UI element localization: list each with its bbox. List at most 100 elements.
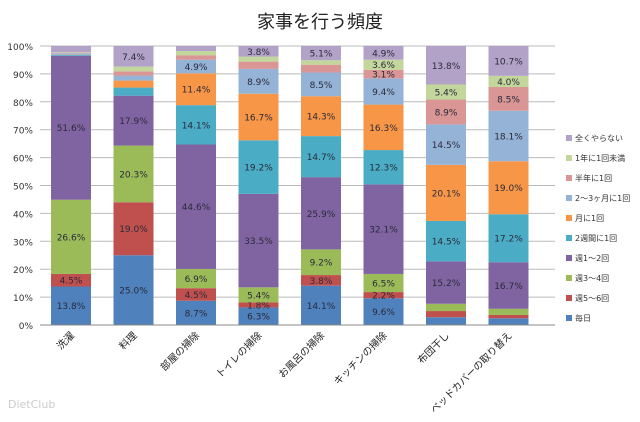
bar-segment [363,104,404,151]
bar-segment [51,54,91,56]
legend-swatch [566,195,572,201]
bar-segment [488,308,529,315]
x-tick-label: 料理 [116,329,139,352]
legend-label: 1年に1回未満 [575,153,625,163]
bar-segment [488,110,529,162]
bar-segment [488,46,529,76]
data-label: 13.8% [57,302,86,312]
y-tick-label: 90% [13,71,33,81]
legend-label: 週1～2回 [575,254,609,263]
bar-segment [113,87,154,96]
x-tick-label: 部屋の掃除 [158,329,203,374]
legend-label: 週5～6回 [575,294,609,303]
bar-segment [363,292,404,299]
bar-segment [238,93,279,141]
bar-segment [113,255,154,325]
bar-segment [51,52,91,54]
y-tick-label: 0% [19,322,34,332]
bar-segment [51,273,91,287]
bar-segment [488,318,529,325]
data-label: 14.3% [307,113,336,123]
bar-segment [488,314,529,319]
bar-segment [238,287,279,303]
y-tick-label: 40% [13,210,33,220]
bar-segment [238,140,279,194]
bar-segment [176,105,216,145]
bar-segment [176,51,216,56]
bar-segment [51,53,91,55]
bar-segment [301,64,341,73]
bar-segment [176,144,216,269]
data-label: 8.9% [435,108,458,118]
data-label: 19.0% [119,225,148,235]
bar-segment [363,59,404,70]
y-tick-label: 80% [13,99,33,109]
legend-label: 全くやらない [575,133,623,143]
data-label: 1.8% [247,301,270,311]
bar-segment [238,61,279,69]
bar-segment [363,78,404,105]
bar-segment [363,184,404,274]
data-label: 19.0% [494,184,523,194]
data-label: 18.1% [494,132,523,142]
bar-segment [426,164,466,221]
legend-label: 2週間に1回 [575,234,617,243]
legend-label: 半年に1回 [575,173,612,183]
bar-segment [113,80,154,88]
bar-segment [363,273,404,293]
legend-swatch [566,135,572,141]
bar-segment [176,46,216,52]
legend-swatch [566,315,572,321]
bar-segment [238,68,279,94]
data-label: 4.9% [185,63,208,73]
data-label: 4.5% [185,291,208,301]
data-label: 14.7% [307,153,336,163]
data-label: 44.6% [182,203,211,213]
data-label: 32.1% [369,226,398,236]
data-label: 6.9% [185,275,208,285]
legend-label: 2～3ヶ月に1回 [575,194,630,203]
data-label: 26.6% [57,233,86,243]
data-label: 3.6% [372,61,395,71]
data-label: 3.1% [372,71,395,81]
bar-segment [238,193,279,288]
data-label: 8.5% [310,81,333,91]
bar-segment [301,96,341,137]
y-tick-label: 70% [13,127,33,137]
y-tick-label: 100% [7,43,33,53]
bar-segment [176,59,216,74]
watermark: DietClub [8,398,56,411]
data-label: 14.1% [182,121,211,131]
data-label: 15.2% [432,279,461,289]
legend-swatch [566,295,572,301]
bar-segment [426,261,466,304]
bar-segment [301,275,341,286]
bar-segment [238,46,279,57]
y-tick-label: 20% [13,266,33,276]
legend-swatch [566,215,572,221]
data-label: 14.1% [307,302,336,312]
bar-segment [426,303,466,312]
bar-segment [176,73,216,106]
bar-segment [488,161,529,215]
bar-segment [488,214,529,263]
bar-segment [301,72,341,97]
data-label: 51.6% [57,124,86,134]
bar-segment [176,300,216,325]
bar-segment [113,145,154,203]
y-tick-label: 50% [13,183,33,193]
data-label: 6.5% [372,280,395,290]
x-tick-label: トイレの掃除 [213,329,265,381]
chart-title: 家事を行う頻度 [257,12,383,33]
data-label: 5.4% [435,89,458,99]
bar-segment [301,177,341,250]
data-label: 14.5% [432,238,461,248]
bar-segment [51,46,91,53]
data-label: 7.4% [122,53,145,63]
data-label: 4.5% [60,277,83,287]
data-label: 5.4% [247,291,270,301]
data-label: 9.2% [310,259,333,269]
data-label: 2.2% [372,292,395,302]
bar-segment [426,317,466,325]
